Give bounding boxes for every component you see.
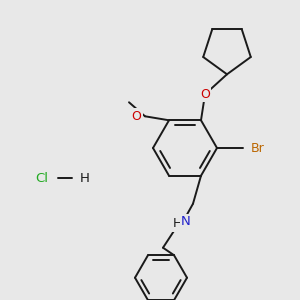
Text: O: O	[131, 110, 141, 123]
Text: Br: Br	[251, 142, 265, 154]
Text: N: N	[181, 215, 191, 228]
Text: O: O	[200, 88, 210, 101]
Text: H: H	[172, 217, 182, 230]
Text: Cl: Cl	[35, 172, 48, 184]
Text: H: H	[80, 172, 90, 184]
